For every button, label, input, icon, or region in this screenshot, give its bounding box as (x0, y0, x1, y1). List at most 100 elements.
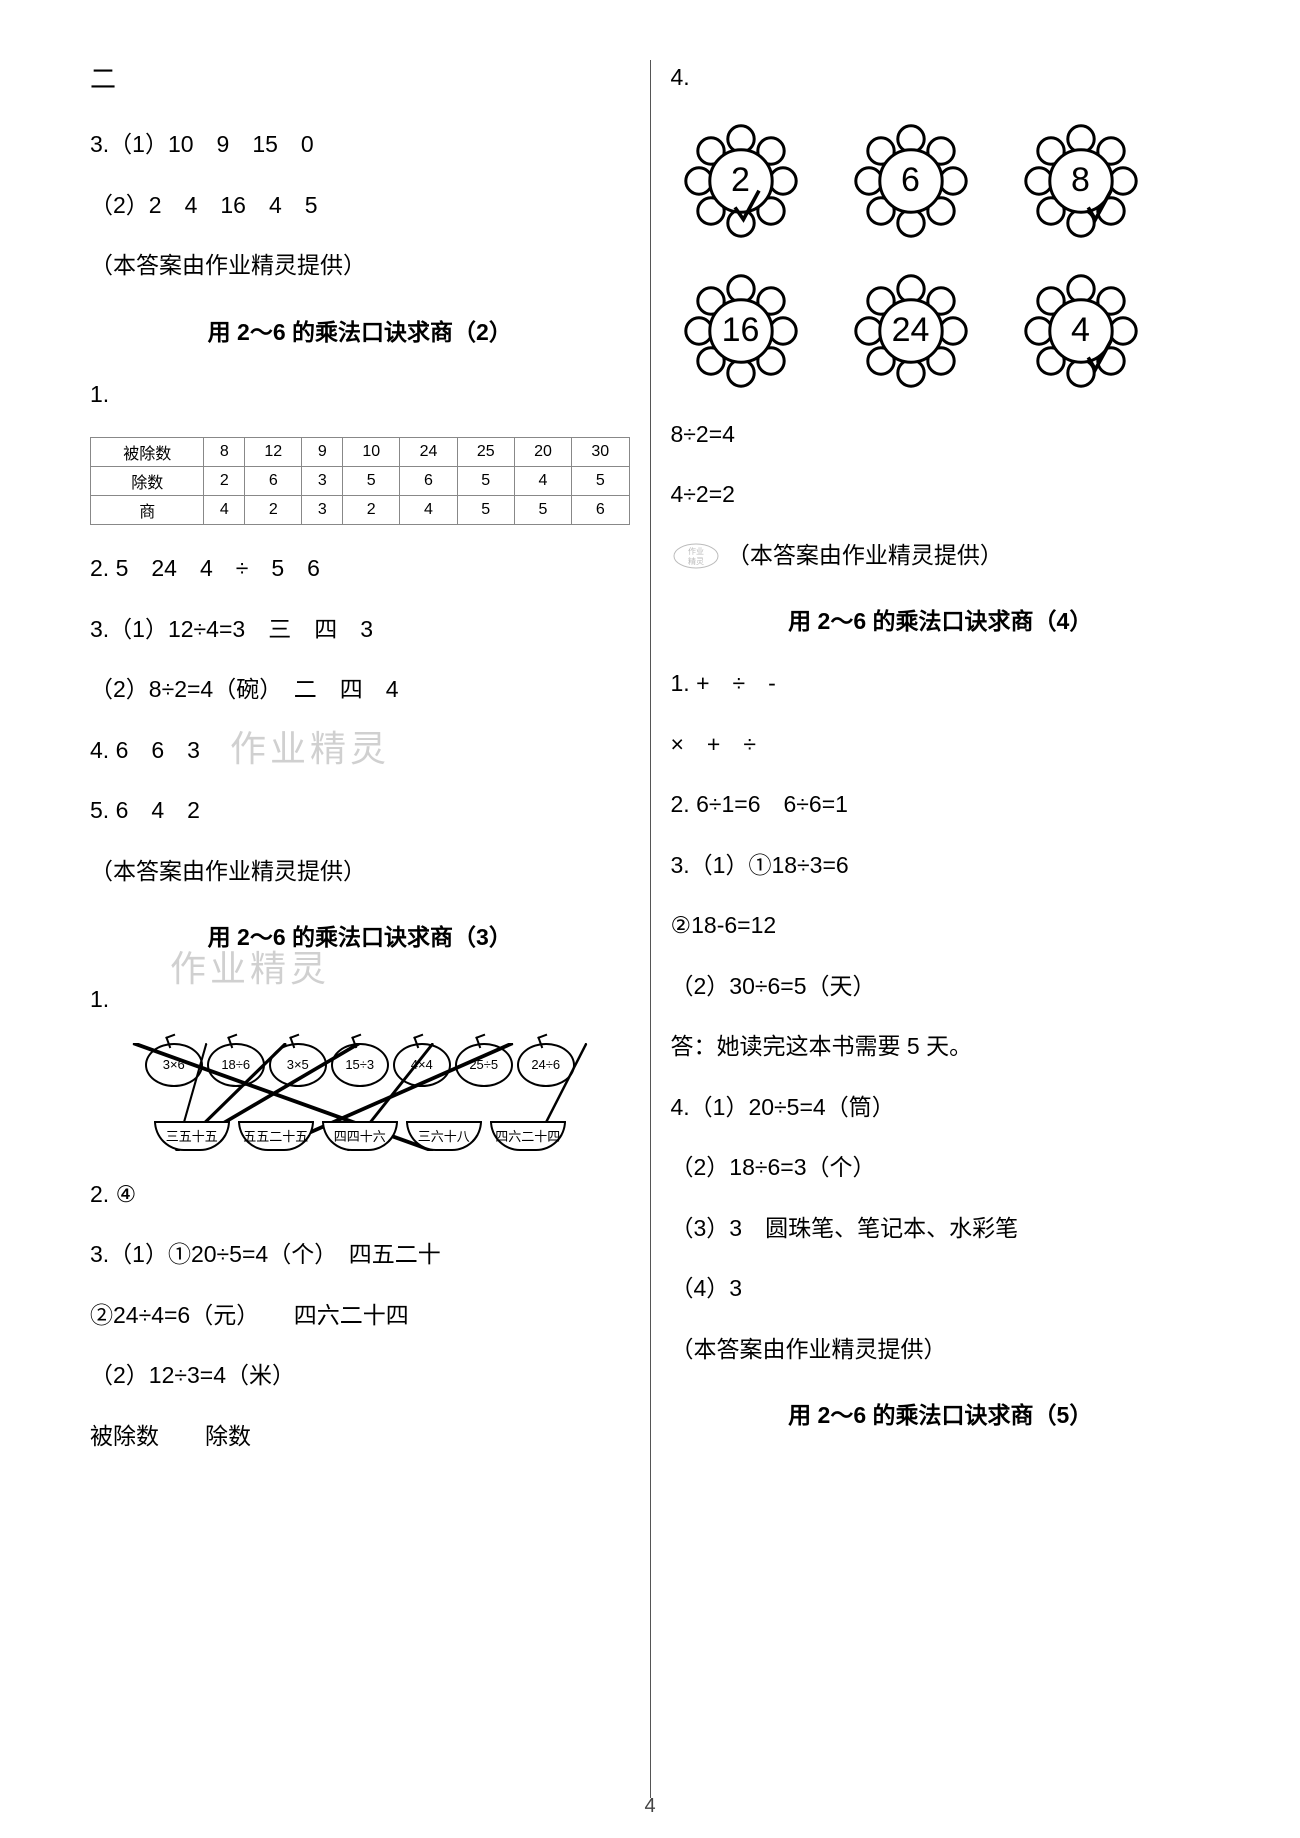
r3a: 3.（1）①18÷3=6 (671, 848, 1211, 883)
td: 4 (400, 496, 457, 525)
td: 25 (457, 438, 514, 467)
bowl-icon: 五五二十五 (238, 1121, 314, 1151)
right-column: 4. 2 (651, 60, 1231, 1798)
bowls-row: 三五十五 五五二十五 四四十六 三六十八 四六二十四 (90, 1121, 630, 1151)
section-marker: 二 (90, 60, 630, 99)
apples-row: 3×6 18÷6 3×5 15÷3 4×4 25÷5 24÷6 (90, 1043, 630, 1087)
td: 24 (400, 438, 457, 467)
td: 3 (302, 467, 343, 496)
q2: 2. 5 24 4 ÷ 5 6 (90, 551, 630, 586)
credit: （本答案由作业精灵提供） (90, 248, 630, 283)
left-column: 二 3.（1）10 9 15 0 （2）2 4 16 4 5 （本答案由作业精灵… (70, 60, 651, 1798)
table-row: 商 4 2 3 2 4 5 5 6 (91, 496, 630, 525)
td: 9 (302, 438, 343, 467)
r4b: （2）18÷6=3（个） (671, 1150, 1211, 1185)
q-last: 被除数 除数 (90, 1419, 630, 1454)
th: 商 (91, 496, 204, 525)
q3c: 3.（1）①20÷5=4（个） 四五二十 (90, 1237, 630, 1272)
q4: 4. 6 6 3 (90, 733, 630, 768)
credit-text: （本答案由作业精灵提供） (727, 542, 1003, 568)
bowl-icon: 四六二十四 (490, 1121, 566, 1151)
flower-icon: 4 (1021, 271, 1141, 391)
svg-text:作业: 作业 (688, 546, 704, 556)
r3d: 答：她读完这本书需要 5 天。 (671, 1029, 1211, 1064)
heading-3: 用 2～6 的乘法口诀求商（3） (90, 918, 630, 952)
credit: （本答案由作业精灵提供） (90, 854, 630, 889)
bowl-icon: 三五十五 (154, 1121, 230, 1151)
td: 6 (245, 467, 302, 496)
td: 2 (245, 496, 302, 525)
td: 3 (302, 496, 343, 525)
apple-icon: 25÷5 (455, 1043, 513, 1087)
apple-icon: 24÷6 (517, 1043, 575, 1087)
td: 8 (204, 438, 245, 467)
division-table: 被除数 8 12 9 10 24 25 20 30 除数 2 6 3 5 6 5… (90, 437, 630, 525)
q2b: 2. ④ (90, 1177, 630, 1212)
td: 20 (514, 438, 571, 467)
flower-number: 6 (901, 161, 920, 200)
td: 5 (457, 467, 514, 496)
q3b: （2）8÷2=4（碗） 二 四 4 (90, 672, 630, 707)
eq2: 4÷2=2 (671, 477, 1211, 512)
td: 4 (514, 467, 571, 496)
apple-icon: 3×5 (269, 1043, 327, 1087)
q1-label: 1. (90, 377, 630, 412)
svg-text:精灵: 精灵 (688, 556, 704, 566)
apple-icon: 18÷6 (207, 1043, 265, 1087)
credit: 作业 精灵 （本答案由作业精灵提供） (671, 538, 1211, 573)
heading-4: 用 2～6 的乘法口诀求商（4） (671, 602, 1211, 636)
q5: 5. 6 4 2 (90, 793, 630, 828)
bowl-icon: 四四十六 (322, 1121, 398, 1151)
td: 2 (204, 467, 245, 496)
q3-line1: 3.（1）10 9 15 0 (90, 127, 630, 162)
flowers-grid: 2 6 (671, 121, 1211, 391)
stamp-icon: 作业 精灵 (671, 541, 721, 571)
q1b-label: 1. (90, 982, 630, 1017)
q3d: ②24÷4=6（元） 四六二十四 (90, 1298, 630, 1333)
table-row: 被除数 8 12 9 10 24 25 20 30 (91, 438, 630, 467)
flower-number: 16 (722, 311, 760, 350)
r4c: （3）3 圆珠笔、笔记本、水彩笔 (671, 1211, 1211, 1246)
flower-icon: 6 (851, 121, 971, 241)
th: 除数 (91, 467, 204, 496)
flower-icon: 8 (1021, 121, 1141, 241)
td: 30 (572, 438, 629, 467)
td: 6 (400, 467, 457, 496)
r4d: （4）3 (671, 1271, 1211, 1306)
page: 二 3.（1）10 9 15 0 （2）2 4 16 4 5 （本答案由作业精灵… (70, 60, 1230, 1798)
q3e: （2）12÷3=4（米） (90, 1358, 630, 1393)
td: 5 (457, 496, 514, 525)
td: 5 (343, 467, 400, 496)
bowl-icon: 三六十八 (406, 1121, 482, 1151)
apple-icon: 3×6 (145, 1043, 203, 1087)
flower-number: 24 (892, 311, 930, 350)
flower-number: 2 (731, 161, 750, 200)
r2: 2. 6÷1=6 6÷6=1 (671, 787, 1211, 822)
flower-number: 8 (1071, 161, 1090, 200)
credit: （本答案由作业精灵提供） (671, 1332, 1211, 1367)
q3-line2: （2）2 4 16 4 5 (90, 188, 630, 223)
r1a: 1. + ÷ - (671, 666, 1211, 701)
r4a: 4.（1）20÷5=4（筒） (671, 1090, 1211, 1125)
r1b: × + ÷ (671, 727, 1211, 762)
heading-5: 用 2～6 的乘法口诀求商（5） (671, 1396, 1211, 1430)
page-number: 4 (644, 1795, 655, 1818)
eq1: 8÷2=4 (671, 417, 1211, 452)
flower-icon: 2 (681, 121, 801, 241)
td: 5 (572, 467, 629, 496)
q3a: 3.（1）12÷4=3 三 四 3 (90, 612, 630, 647)
matching-diagram: 3×6 18÷6 3×5 15÷3 4×4 25÷5 24÷6 三五十五 五 (90, 1043, 630, 1151)
apple-icon: 15÷3 (331, 1043, 389, 1087)
r3c: （2）30÷6=5（天） (671, 969, 1211, 1004)
flower-icon: 24 (851, 271, 971, 391)
q4-label: 4. (671, 60, 1211, 95)
heading-2: 用 2～6 的乘法口诀求商（2） (90, 313, 630, 347)
td: 5 (514, 496, 571, 525)
td: 6 (572, 496, 629, 525)
flower-icon: 16 (681, 271, 801, 391)
flower-number: 4 (1071, 311, 1090, 350)
apple-icon: 4×4 (393, 1043, 451, 1087)
td: 10 (343, 438, 400, 467)
r3b: ②18-6=12 (671, 908, 1211, 943)
th: 被除数 (91, 438, 204, 467)
